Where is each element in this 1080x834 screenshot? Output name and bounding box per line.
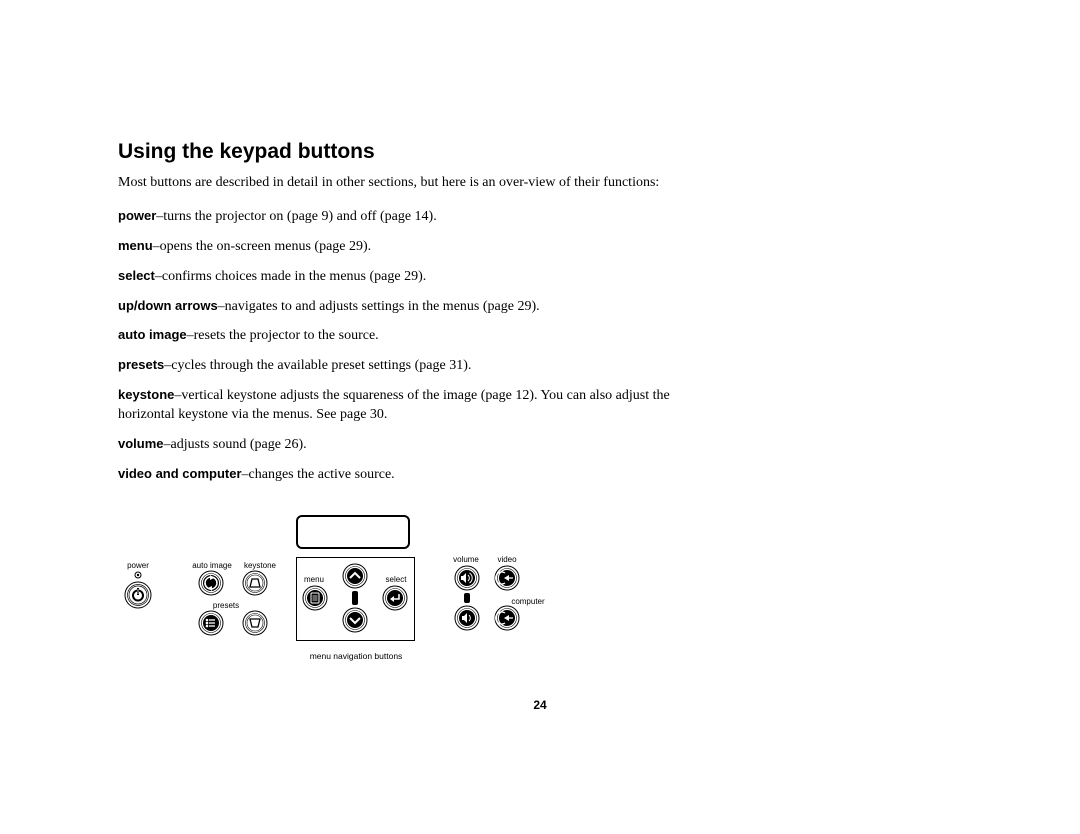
menu-icon bbox=[302, 585, 328, 611]
up-button bbox=[342, 563, 368, 589]
volume-down-button bbox=[454, 605, 480, 631]
item-menu: menu–opens the on-screen menus (page 29)… bbox=[118, 237, 718, 257]
item-auto-image: auto image–resets the projector to the s… bbox=[118, 326, 718, 346]
menu-button bbox=[302, 585, 328, 611]
keystone-up-icon bbox=[242, 570, 268, 596]
item-volume: volume–adjusts sound (page 26). bbox=[118, 435, 718, 455]
page-title: Using the keypad buttons bbox=[118, 140, 718, 164]
item-rest: –turns the projector on (page 9) and off… bbox=[156, 209, 436, 224]
nav-connector bbox=[352, 591, 358, 605]
auto-image-icon bbox=[198, 570, 224, 596]
keystone-down-button bbox=[242, 610, 268, 636]
down-button bbox=[342, 607, 368, 633]
item-rest: –opens the on-screen menus (page 29). bbox=[153, 239, 371, 254]
label-keystone: keystone bbox=[238, 561, 282, 570]
item-bold: up/down arrows bbox=[118, 298, 218, 313]
power-led bbox=[134, 571, 142, 579]
auto-image-button bbox=[198, 570, 224, 596]
item-keystone: keystone–vertical keystone adjusts the s… bbox=[118, 386, 718, 425]
label-presets: presets bbox=[206, 601, 246, 610]
volume-down-icon bbox=[454, 605, 480, 631]
label-power: power bbox=[118, 561, 158, 570]
volume-up-icon bbox=[454, 565, 480, 591]
power-icon bbox=[124, 581, 152, 609]
item-rest: –confirms choices made in the menus (pag… bbox=[155, 269, 426, 284]
item-arrows: up/down arrows–navigates to and adjusts … bbox=[118, 297, 718, 317]
item-bold: menu bbox=[118, 238, 153, 253]
computer-source-icon bbox=[494, 605, 520, 631]
keypad-diagram: power auto image keystone presets menu s… bbox=[118, 515, 548, 675]
item-rest: –vertical keystone adjusts the squarenes… bbox=[118, 388, 670, 422]
item-rest: –navigates to and adjusts settings in th… bbox=[218, 299, 540, 314]
item-rest: –adjusts sound (page 26). bbox=[164, 437, 307, 452]
item-bold: video and computer bbox=[118, 466, 242, 481]
label-video: video bbox=[492, 555, 522, 564]
nav-caption: menu navigation buttons bbox=[296, 651, 416, 661]
item-rest: –changes the active source. bbox=[242, 467, 395, 482]
video-source-icon bbox=[494, 565, 520, 591]
item-select: select–confirms choices made in the menu… bbox=[118, 267, 718, 287]
item-bold: presets bbox=[118, 357, 164, 372]
label-select: select bbox=[382, 575, 410, 584]
item-rest: –cycles through the available preset set… bbox=[164, 358, 471, 373]
page-number: 24 bbox=[0, 698, 1080, 712]
item-power: power–turns the projector on (page 9) an… bbox=[118, 207, 718, 227]
page-content: Using the keypad buttons Most buttons ar… bbox=[0, 0, 778, 675]
label-menu: menu bbox=[300, 575, 328, 584]
item-bold: volume bbox=[118, 436, 164, 451]
intro-text: Most buttons are described in detail in … bbox=[118, 174, 718, 193]
item-rest: –resets the projector to the source. bbox=[187, 328, 379, 343]
up-arrow-icon bbox=[342, 563, 368, 589]
item-bold: select bbox=[118, 268, 155, 283]
item-bold: power bbox=[118, 208, 156, 223]
down-arrow-icon bbox=[342, 607, 368, 633]
computer-button bbox=[494, 605, 520, 631]
item-bold: keystone bbox=[118, 387, 174, 402]
label-auto-image: auto image bbox=[188, 561, 236, 570]
item-bold: auto image bbox=[118, 327, 187, 342]
select-button bbox=[382, 585, 408, 611]
screen-rect bbox=[296, 515, 410, 549]
label-volume: volume bbox=[448, 555, 484, 564]
select-icon bbox=[382, 585, 408, 611]
volume-connector bbox=[464, 593, 470, 603]
item-presets: presets–cycles through the available pre… bbox=[118, 356, 718, 376]
keystone-up-button bbox=[242, 570, 268, 596]
item-video-computer: video and computer–changes the active so… bbox=[118, 465, 718, 485]
power-button bbox=[124, 581, 152, 609]
video-button bbox=[494, 565, 520, 591]
presets-icon bbox=[198, 610, 224, 636]
keystone-down-icon bbox=[242, 610, 268, 636]
volume-up-button bbox=[454, 565, 480, 591]
presets-button bbox=[198, 610, 224, 636]
